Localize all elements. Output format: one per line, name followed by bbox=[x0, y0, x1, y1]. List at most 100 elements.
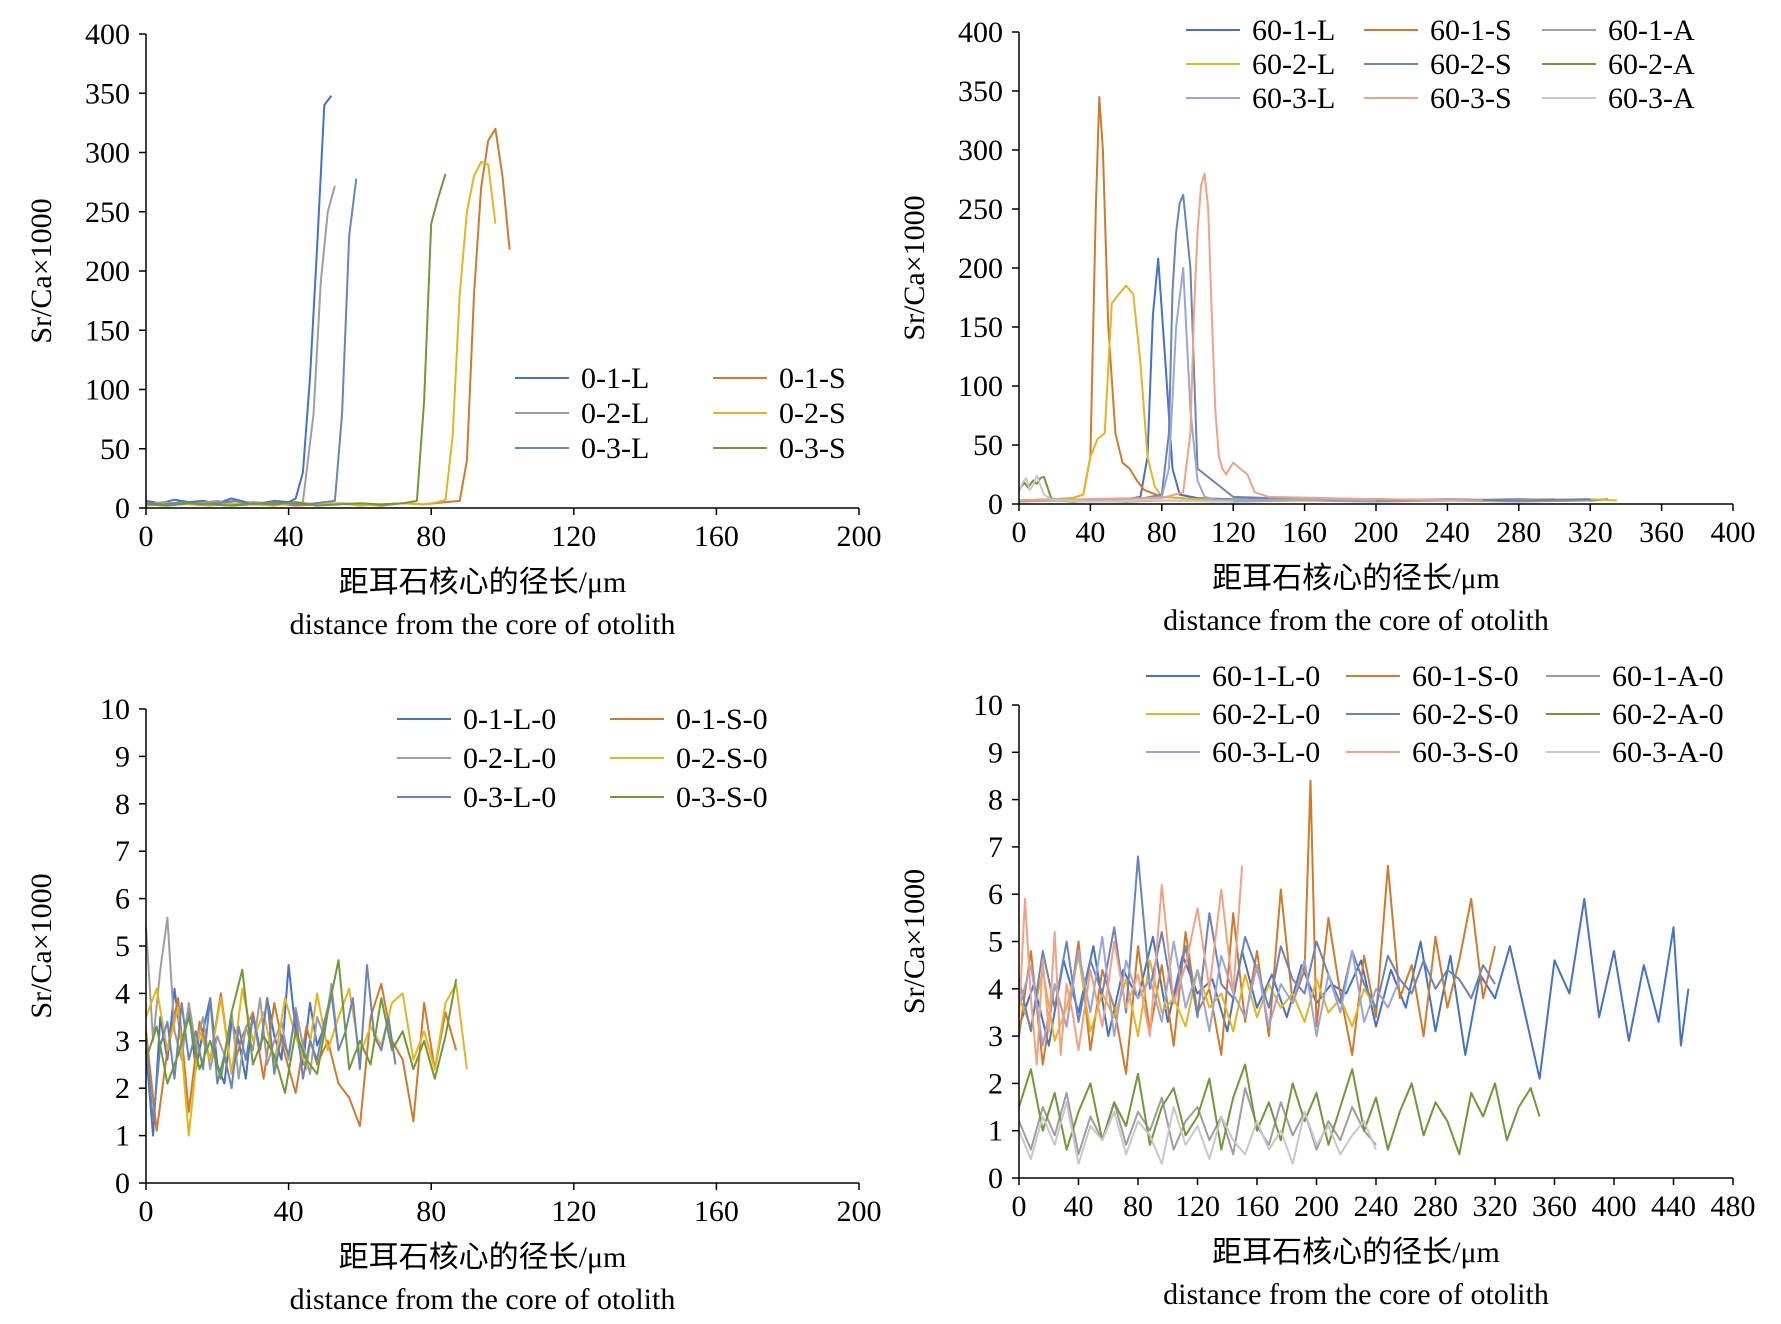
series-line-0-3-S bbox=[145, 173, 447, 507]
y-tick-label: 5 bbox=[988, 926, 1003, 959]
y-tick-label: 4 bbox=[988, 973, 1003, 1006]
x-tick-label: 280 bbox=[1413, 1190, 1458, 1223]
x-tick-label: 40 bbox=[274, 1195, 304, 1228]
y-tick-label: 9 bbox=[115, 740, 130, 773]
legend-label-60-1-S-0: 60-1-S-0 bbox=[1412, 660, 1519, 693]
y-tick-label: 350 bbox=[85, 77, 130, 110]
legend-label-60-1-L-0: 60-1-L-0 bbox=[1212, 660, 1320, 693]
y-tick-label: 4 bbox=[115, 977, 130, 1010]
y-tick-label: 2 bbox=[115, 1072, 130, 1105]
legend: 0-1-L-0 0-1-S-0 0-2-L-0 0-2-S-0 0-3-L-0 0-3-S… bbox=[397, 703, 768, 814]
series-line-0-2-S-0 bbox=[145, 982, 468, 1137]
x-axis-title-cn: 距耳石核心的径长/μm bbox=[1212, 1236, 1500, 1269]
y-tick-label: 8 bbox=[115, 788, 130, 821]
legend-label-60-2-A-0: 60-2-A-0 bbox=[1612, 698, 1724, 731]
x-tick-label: 400 bbox=[1592, 1190, 1637, 1223]
x-axis-title-en: distance from the core of otolith bbox=[290, 1283, 676, 1316]
series-group bbox=[145, 95, 511, 507]
chart-panel-top-left: 0 50 100 150 200 250 300 350 400 0 40 80 120 160 200 距耳… bbox=[25, 18, 882, 641]
legend-label-0-1-S-0: 0-1-S-0 bbox=[676, 703, 768, 736]
chart-panel-bottom-left: 0 1 2 3 4 5 6 7 8 9 10 0 40 80 120 160 200 距耳石核心的径长/μm dis… bbox=[25, 693, 882, 1316]
y-tick-label: 400 bbox=[958, 16, 1003, 49]
series-line-0-3-S-0 bbox=[145, 959, 458, 1094]
legend-label-0-2-L: 0-2-L bbox=[581, 397, 649, 430]
legend-label-0-3-L: 0-3-L bbox=[581, 432, 649, 465]
x-tick-label: 480 bbox=[1711, 1190, 1756, 1223]
legend-label-0-1-S: 0-1-S bbox=[779, 362, 846, 395]
y-tick-label: 1 bbox=[115, 1120, 130, 1153]
x-tick-label: 320 bbox=[1473, 1190, 1518, 1223]
x-tick-label: 80 bbox=[1147, 516, 1177, 549]
y-tick-label: 0 bbox=[988, 1162, 1003, 1195]
series-line-60-3-S bbox=[1018, 172, 1484, 502]
y-tick-label: 8 bbox=[988, 784, 1003, 817]
y-tick-label: 200 bbox=[85, 255, 130, 288]
legend-label-60-2-S: 60-2-S bbox=[1430, 48, 1512, 81]
x-axis-title-cn: 距耳石核心的径长/μm bbox=[1212, 562, 1500, 595]
x-tick-label: 160 bbox=[1282, 516, 1327, 549]
y-tick-label: 7 bbox=[988, 831, 1003, 864]
x-tick-label: 80 bbox=[1123, 1190, 1153, 1223]
x-tick-label: 240 bbox=[1354, 1190, 1399, 1223]
series-line-60-3-A bbox=[1018, 474, 1234, 503]
series-line-60-1-A-0 bbox=[1018, 1087, 1377, 1156]
x-tick-label: 200 bbox=[1294, 1190, 1339, 1223]
series-line-0-3-L bbox=[145, 178, 358, 506]
x-tick-label: 160 bbox=[694, 1195, 739, 1228]
y-tick-label: 1 bbox=[988, 1115, 1003, 1148]
y-axis-title: Sr/Ca×1000 bbox=[898, 195, 931, 340]
y-tick-label: 150 bbox=[85, 314, 130, 347]
x-tick-label: 200 bbox=[837, 1195, 882, 1228]
x-tick-label: 280 bbox=[1496, 516, 1541, 549]
series-line-60-3-L-0 bbox=[1018, 935, 1401, 1047]
x-tick-label: 200 bbox=[837, 520, 882, 553]
y-axis-title: Sr/Ca×1000 bbox=[898, 869, 931, 1014]
series-line-60-1-S bbox=[1018, 95, 1555, 502]
y-tick-label: 6 bbox=[115, 883, 130, 916]
x-tick-label: 40 bbox=[1075, 516, 1105, 549]
x-tick-label: 120 bbox=[551, 520, 596, 553]
series-line-0-2-L bbox=[145, 185, 336, 506]
y-tick-label: 0 bbox=[988, 488, 1003, 521]
legend-label-60-2-A: 60-2-A bbox=[1608, 48, 1695, 81]
series-line-0-2-S bbox=[145, 161, 497, 507]
legend-label-0-1-L: 0-1-L bbox=[581, 362, 649, 395]
chart-panel-top-right: 0 50 100 150 200 250 300 350 400 0 40 80 120 160 200 24… bbox=[898, 14, 1756, 637]
x-tick-label: 120 bbox=[1211, 516, 1256, 549]
x-tick-label: 0 bbox=[1012, 1190, 1027, 1223]
legend-label-60-3-L-0: 60-3-L-0 bbox=[1212, 736, 1320, 769]
x-tick-label: 200 bbox=[1354, 516, 1399, 549]
series-line-60-3-A-0 bbox=[1018, 1101, 1377, 1165]
legend-label-0-2-S-0: 0-2-S-0 bbox=[676, 742, 768, 775]
y-tick-label: 0 bbox=[115, 1167, 130, 1200]
legend-label-60-3-S-0: 60-3-S-0 bbox=[1412, 736, 1519, 769]
y-tick-label: 5 bbox=[115, 930, 130, 963]
y-tick-label: 6 bbox=[988, 878, 1003, 911]
legend-label-60-1-L: 60-1-L bbox=[1252, 14, 1335, 47]
series-line-60-3-S-0 bbox=[1018, 865, 1244, 1066]
y-tick-label: 300 bbox=[958, 134, 1003, 167]
y-tick-label: 7 bbox=[115, 835, 130, 868]
series-line-60-1-L-0 bbox=[1018, 897, 1690, 1080]
legend-label-0-2-S: 0-2-S bbox=[779, 397, 846, 430]
x-tick-label: 240 bbox=[1425, 516, 1470, 549]
y-tick-label: 400 bbox=[85, 18, 130, 51]
y-tick-label: 0 bbox=[115, 492, 130, 525]
x-tick-label: 440 bbox=[1651, 1190, 1696, 1223]
legend-label-0-3-L-0: 0-3-L-0 bbox=[463, 781, 556, 814]
legend-label-0-1-L-0: 0-1-L-0 bbox=[463, 703, 556, 736]
y-tick-label: 250 bbox=[85, 196, 130, 229]
y-tick-label: 50 bbox=[973, 429, 1003, 462]
y-tick-label: 300 bbox=[85, 137, 130, 170]
y-tick-label: 3 bbox=[115, 1025, 130, 1058]
x-axis-title-en: distance from the core of otolith bbox=[290, 608, 676, 641]
x-tick-label: 320 bbox=[1568, 516, 1613, 549]
legend-label-60-2-S-0: 60-2-S-0 bbox=[1412, 698, 1519, 731]
legend-label-60-3-A-0: 60-3-A-0 bbox=[1612, 736, 1724, 769]
x-tick-label: 160 bbox=[694, 520, 739, 553]
x-tick-label: 360 bbox=[1639, 516, 1684, 549]
legend-label-60-1-A-0: 60-1-A-0 bbox=[1612, 660, 1724, 693]
x-tick-label: 80 bbox=[416, 520, 446, 553]
y-tick-label: 150 bbox=[958, 311, 1003, 344]
legend-label-0-3-S: 0-3-S bbox=[779, 432, 846, 465]
